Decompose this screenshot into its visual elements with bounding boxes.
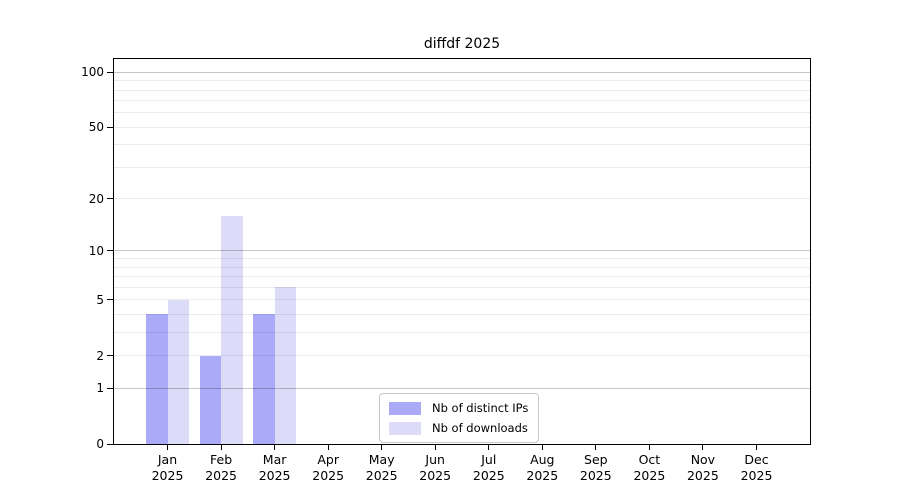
gridline-minor	[114, 299, 810, 301]
gridline-minor	[114, 100, 810, 102]
x-tick-year: 2025	[740, 468, 773, 483]
gridline-minor	[114, 286, 810, 288]
x-tick-mark	[648, 445, 650, 450]
y-tick-label: 100	[81, 65, 104, 80]
gridline-major	[114, 250, 810, 252]
x-tick-month: Nov	[690, 452, 716, 467]
y-tick-label: 5	[96, 292, 104, 307]
x-tick-label-may: May 2025	[350, 452, 414, 484]
x-tick-mark	[220, 445, 222, 450]
gridline-minor	[114, 276, 810, 277]
bar-nb-of-distinct-ips-feb	[199, 355, 222, 444]
gridline-minor	[114, 89, 810, 91]
legend-swatch-downloads	[389, 421, 421, 435]
bar-nb-of-downloads-jan	[167, 299, 189, 444]
gridline-minor	[114, 355, 810, 356]
legend: Nb of distinct IPs Nb of downloads	[379, 393, 540, 443]
x-tick-month: Jan	[157, 452, 178, 467]
gridline-major	[114, 71, 810, 73]
gridline-minor	[114, 166, 810, 168]
x-tick-label-jan: Jan 2025	[136, 452, 200, 484]
x-tick-mark	[327, 445, 329, 450]
gridline-minor	[114, 266, 810, 268]
x-tick-year: 2025	[151, 468, 184, 483]
y-tick-mark	[107, 299, 113, 301]
legend-item-distinct-ips: Nb of distinct IPs	[389, 401, 528, 415]
y-tick-label: 0	[96, 437, 104, 451]
x-tick-month: Oct	[638, 452, 661, 467]
x-tick-mark	[434, 445, 436, 450]
bar-nb-of-distinct-ips-mar	[253, 314, 275, 444]
gridline-minor	[114, 198, 810, 200]
y-tick-label: 20	[88, 191, 104, 206]
x-tick-label-mar: Mar 2025	[243, 452, 307, 484]
x-tick-label-dec: Dec 2025	[725, 452, 789, 484]
x-tick-year: 2025	[633, 468, 666, 483]
x-tick-label-jul: Jul 2025	[457, 452, 521, 484]
x-tick-month: Jun	[425, 452, 445, 467]
x-tick-mark	[381, 445, 383, 450]
x-tick-mark	[488, 445, 490, 450]
x-tick-mark	[702, 445, 704, 450]
x-tick-year: 2025	[526, 468, 559, 483]
gridline-minor	[114, 112, 810, 114]
x-tick-year: 2025	[258, 468, 291, 483]
gridline-minor	[114, 80, 810, 82]
x-tick-label-apr: Apr 2025	[296, 452, 360, 484]
x-tick-mark	[756, 445, 757, 450]
x-tick-label-nov: Nov 2025	[671, 452, 735, 484]
x-tick-label-aug: Aug 2025	[510, 452, 574, 484]
y-tick-mark	[107, 71, 113, 73]
x-tick-month: Jul	[481, 452, 497, 467]
x-tick-month: Mar	[262, 452, 287, 467]
plot-area: Nb of distinct IPs Nb of downloads	[113, 58, 811, 445]
x-tick-month: Sep	[584, 452, 608, 467]
chart-title: diffdf 2025	[423, 36, 501, 52]
y-tick-label: 1	[96, 381, 104, 396]
x-tick-month: May	[368, 452, 395, 467]
y-tick-mark	[107, 387, 113, 389]
x-tick-year: 2025	[579, 468, 612, 483]
y-tick-mark	[107, 443, 113, 445]
legend-swatch-distinct-ips	[389, 401, 421, 415]
x-tick-year: 2025	[419, 468, 452, 483]
gridline-minor	[114, 126, 810, 128]
bar-nb-of-distinct-ips-jan	[146, 314, 168, 444]
x-tick-label-sep: Sep 2025	[564, 452, 628, 484]
y-tick-label: 2	[96, 348, 104, 363]
y-tick-mark	[107, 126, 113, 128]
x-tick-mark	[167, 445, 168, 450]
y-tick-mark	[107, 198, 113, 200]
gridline-minor	[114, 144, 810, 146]
x-tick-label-jun: Jun 2025	[403, 452, 467, 484]
bar-nb-of-downloads-feb	[221, 215, 243, 444]
x-tick-year: 2025	[205, 468, 237, 483]
gridline-major	[114, 387, 810, 389]
legend-label-distinct-ips: Nb of distinct IPs	[432, 401, 529, 415]
x-tick-year: 2025	[365, 468, 398, 483]
y-tick-mark	[107, 250, 113, 252]
gridline-minor	[114, 258, 810, 259]
y-tick-label: 50	[88, 120, 104, 135]
x-tick-label-oct: Oct 2025	[617, 452, 681, 484]
x-tick-year: 2025	[312, 468, 345, 483]
x-tick-month: Dec	[744, 452, 769, 467]
y-tick-label: 10	[88, 243, 104, 258]
x-tick-mark	[274, 445, 276, 450]
x-tick-month: Feb	[210, 452, 233, 467]
x-tick-mark	[541, 445, 543, 450]
y-tick-mark	[107, 355, 113, 356]
x-tick-month: Aug	[530, 452, 555, 467]
gridline-minor	[114, 331, 810, 333]
x-tick-month: Apr	[317, 452, 339, 467]
x-tick-label-feb: Feb 2025	[189, 452, 253, 484]
legend-item-downloads: Nb of downloads	[389, 421, 528, 435]
x-tick-mark	[595, 445, 597, 450]
bar-nb-of-downloads-mar	[274, 287, 297, 444]
x-tick-year: 2025	[686, 468, 719, 483]
gridline-minor	[114, 313, 810, 315]
x-tick-year: 2025	[472, 468, 505, 483]
legend-label-downloads: Nb of downloads	[432, 421, 528, 435]
